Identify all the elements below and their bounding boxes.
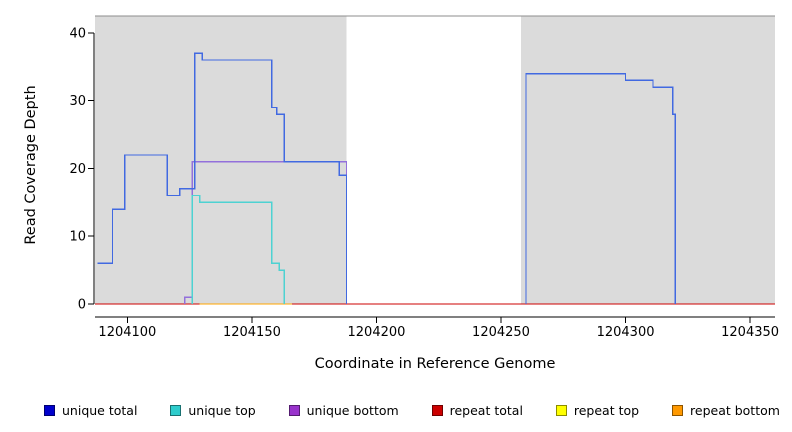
legend-swatch-icon xyxy=(555,404,567,416)
legend-swatch-icon xyxy=(288,404,300,416)
legend-swatch-icon xyxy=(44,404,55,416)
legend-item-unique-total: unique total xyxy=(44,403,137,418)
series-line-unique-top xyxy=(191,194,285,304)
legend-swatch-icon xyxy=(431,404,443,416)
x-tick-label: 1204300 xyxy=(597,325,655,340)
y-tick-label: 30 xyxy=(69,94,86,109)
y-tick-label: 20 xyxy=(69,162,86,177)
legend-item-unique-top: unique top xyxy=(170,402,256,418)
legend-swatch-icon xyxy=(672,404,684,416)
y-tick-label: 10 xyxy=(69,230,86,245)
series-line-unique-total xyxy=(97,52,348,304)
shaded-region xyxy=(520,16,775,304)
x-tick-label: 1204200 xyxy=(348,325,406,340)
x-axis-label: Coordinate in Reference Genome xyxy=(314,356,556,372)
x-tick-label: 1204150 xyxy=(223,325,281,340)
legend-label: unique total xyxy=(62,402,138,418)
legend-item-repeat-top: repeat top xyxy=(555,402,640,418)
legend-label: unique top xyxy=(188,402,256,418)
x-tick-label: 1204350 xyxy=(721,325,779,340)
legend-label: repeat total xyxy=(449,402,523,418)
legend-label: repeat top xyxy=(573,402,640,418)
legend-label: repeat bottom xyxy=(690,402,780,418)
legend-item-repeat-total: repeat total xyxy=(431,402,523,418)
legend-label: unique bottom xyxy=(306,402,399,418)
x-tick-label: 1204100 xyxy=(98,325,156,340)
y-axis-label: Read Coverage Depth xyxy=(23,85,39,245)
legend: unique total unique top unique bottom repea… xyxy=(44,398,780,422)
series-line-unique-total xyxy=(525,72,677,304)
y-tick-label: 0 xyxy=(78,298,86,313)
legend-item-repeat-bottom: repeat bottom xyxy=(672,403,780,418)
legend-item-unique-bottom: unique bottom xyxy=(288,402,399,418)
x-tick-label: 1204250 xyxy=(472,325,530,340)
shaded-region xyxy=(95,16,347,304)
legend-swatch-icon xyxy=(170,404,182,416)
y-tick-label: 40 xyxy=(69,26,86,41)
